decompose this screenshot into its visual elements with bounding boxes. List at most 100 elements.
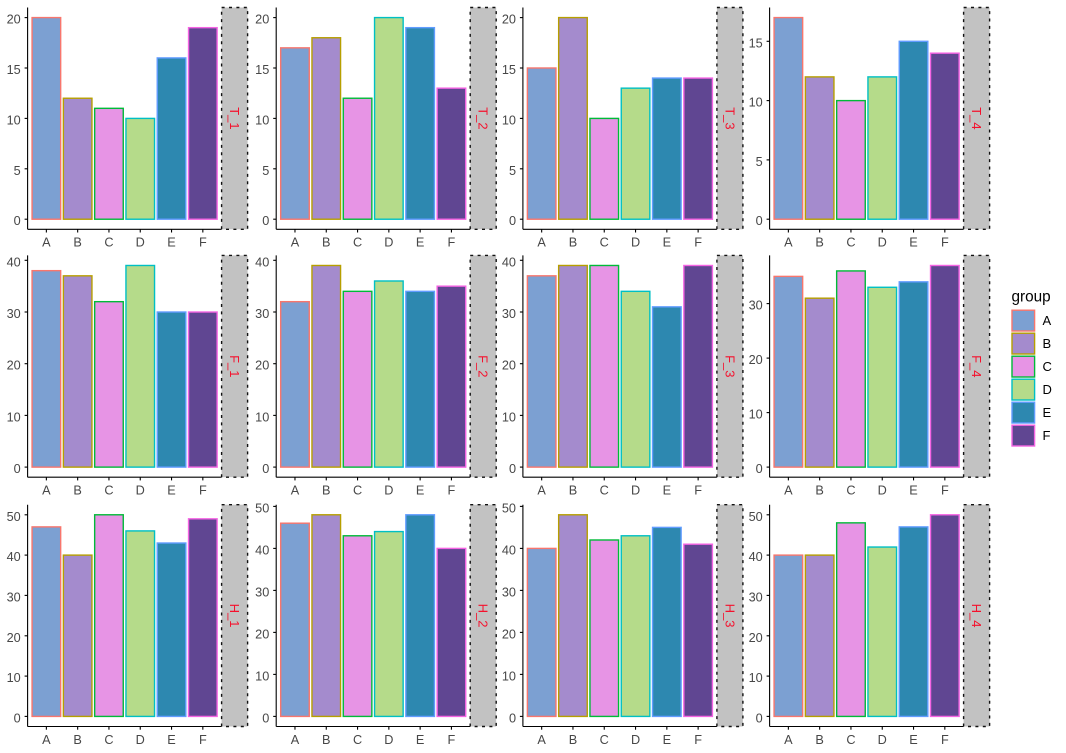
svg-text:E: E xyxy=(167,484,175,498)
svg-text:E: E xyxy=(416,733,424,747)
svg-text:B: B xyxy=(569,733,577,747)
svg-text:B: B xyxy=(322,733,330,747)
svg-text:T_4: T_4 xyxy=(969,107,984,129)
svg-text:30: 30 xyxy=(749,299,763,313)
svg-text:30: 30 xyxy=(502,307,516,321)
svg-text:0: 0 xyxy=(509,462,516,476)
svg-text:C: C xyxy=(846,733,855,747)
svg-text:20: 20 xyxy=(749,631,763,645)
svg-text:15: 15 xyxy=(502,63,516,77)
svg-text:50: 50 xyxy=(749,510,763,524)
svg-text:C: C xyxy=(353,484,362,498)
svg-text:E: E xyxy=(663,484,671,498)
svg-text:D: D xyxy=(136,236,145,250)
svg-text:40: 40 xyxy=(749,550,763,564)
svg-text:0: 0 xyxy=(262,214,269,228)
svg-text:A: A xyxy=(42,484,51,498)
svg-text:E: E xyxy=(416,236,424,250)
svg-text:40: 40 xyxy=(255,255,269,269)
svg-text:C: C xyxy=(353,733,362,747)
svg-text:E: E xyxy=(167,236,175,250)
svg-text:D: D xyxy=(878,733,887,747)
svg-text:10: 10 xyxy=(255,410,269,424)
svg-text:5: 5 xyxy=(262,164,269,178)
svg-text:15: 15 xyxy=(7,63,21,77)
svg-text:D: D xyxy=(136,484,145,498)
svg-text:F: F xyxy=(448,236,456,250)
svg-text:F_2: F_2 xyxy=(476,355,491,377)
svg-text:20: 20 xyxy=(255,13,269,27)
svg-text:0: 0 xyxy=(509,711,516,725)
svg-text:B: B xyxy=(73,236,81,250)
svg-text:20: 20 xyxy=(749,353,763,367)
svg-text:B: B xyxy=(322,484,330,498)
svg-text:C: C xyxy=(104,733,113,747)
svg-text:50: 50 xyxy=(502,501,516,515)
svg-text:T_2: T_2 xyxy=(476,107,491,129)
svg-text:F: F xyxy=(694,236,702,250)
svg-text:A: A xyxy=(291,236,300,250)
svg-text:30: 30 xyxy=(255,585,269,599)
svg-text:C: C xyxy=(1043,359,1052,374)
svg-text:F_4: F_4 xyxy=(969,355,984,377)
svg-text:D: D xyxy=(878,484,887,498)
svg-text:B: B xyxy=(815,733,823,747)
svg-text:B: B xyxy=(73,733,81,747)
svg-text:20: 20 xyxy=(255,627,269,641)
svg-text:F: F xyxy=(448,484,456,498)
svg-text:30: 30 xyxy=(502,585,516,599)
svg-text:A: A xyxy=(537,733,546,747)
svg-text:10: 10 xyxy=(749,408,763,422)
svg-text:E: E xyxy=(663,236,671,250)
svg-text:30: 30 xyxy=(255,307,269,321)
svg-text:30: 30 xyxy=(7,307,21,321)
svg-text:C: C xyxy=(353,236,362,250)
svg-text:40: 40 xyxy=(255,543,269,557)
svg-text:0: 0 xyxy=(756,711,763,725)
svg-text:30: 30 xyxy=(749,590,763,604)
svg-text:20: 20 xyxy=(7,631,21,645)
svg-text:10: 10 xyxy=(7,113,21,127)
svg-text:D: D xyxy=(136,733,145,747)
svg-text:30: 30 xyxy=(7,590,21,604)
svg-text:F: F xyxy=(448,733,456,747)
svg-text:D: D xyxy=(1043,382,1052,397)
svg-text:F: F xyxy=(1043,428,1051,443)
svg-text:C: C xyxy=(104,236,113,250)
svg-text:F_3: F_3 xyxy=(722,355,737,377)
svg-text:D: D xyxy=(384,733,393,747)
svg-text:C: C xyxy=(104,484,113,498)
svg-text:D: D xyxy=(631,236,640,250)
svg-text:5: 5 xyxy=(509,164,516,178)
svg-text:D: D xyxy=(384,484,393,498)
svg-text:15: 15 xyxy=(255,63,269,77)
svg-text:F: F xyxy=(199,733,207,747)
svg-text:50: 50 xyxy=(255,501,269,515)
svg-text:10: 10 xyxy=(749,671,763,685)
svg-text:C: C xyxy=(846,236,855,250)
svg-text:20: 20 xyxy=(7,13,21,27)
svg-text:H_3: H_3 xyxy=(722,604,737,628)
svg-text:0: 0 xyxy=(262,711,269,725)
svg-text:50: 50 xyxy=(7,510,21,524)
svg-text:D: D xyxy=(631,484,640,498)
svg-text:5: 5 xyxy=(756,155,763,169)
svg-text:0: 0 xyxy=(14,711,21,725)
svg-text:0: 0 xyxy=(756,214,763,228)
svg-text:E: E xyxy=(167,733,175,747)
svg-text:40: 40 xyxy=(502,255,516,269)
svg-text:10: 10 xyxy=(502,669,516,683)
svg-text:A: A xyxy=(291,484,300,498)
svg-text:5: 5 xyxy=(14,164,21,178)
svg-text:C: C xyxy=(600,236,609,250)
svg-text:B: B xyxy=(73,484,81,498)
svg-text:D: D xyxy=(878,236,887,250)
svg-text:E: E xyxy=(663,733,671,747)
svg-text:E: E xyxy=(416,484,424,498)
svg-text:A: A xyxy=(42,236,51,250)
svg-text:20: 20 xyxy=(502,359,516,373)
svg-text:B: B xyxy=(569,484,577,498)
svg-text:group: group xyxy=(1012,289,1051,306)
svg-text:10: 10 xyxy=(502,410,516,424)
svg-text:F_1: F_1 xyxy=(227,355,242,377)
